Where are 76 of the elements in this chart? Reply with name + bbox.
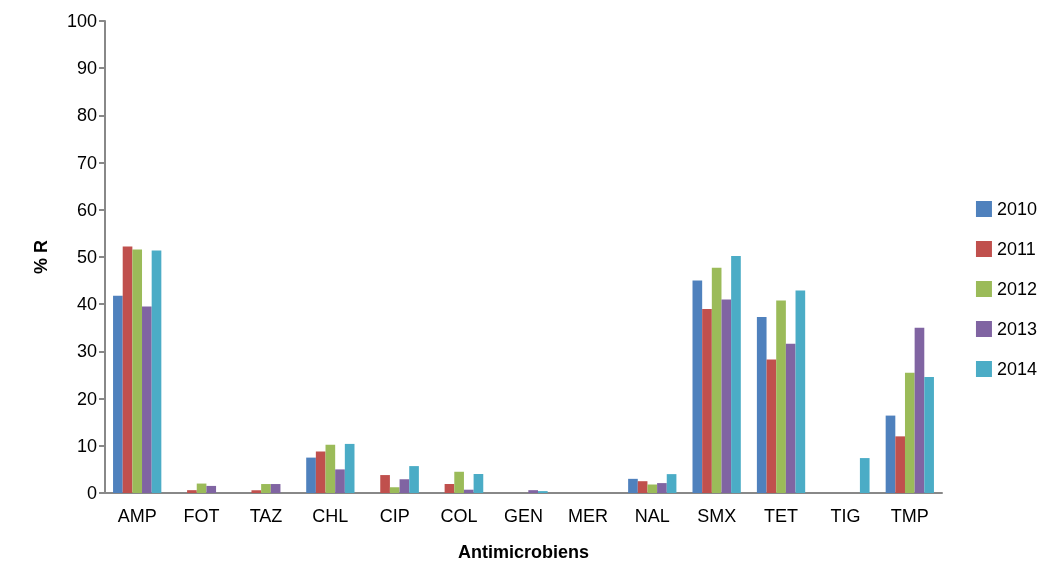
bar xyxy=(904,372,915,493)
bar xyxy=(325,444,336,493)
bar xyxy=(122,246,133,493)
bar xyxy=(344,443,355,493)
bar xyxy=(380,475,390,493)
bar xyxy=(637,481,648,493)
bar xyxy=(315,451,326,493)
x-tick-label: CHL xyxy=(312,506,349,526)
x-tick-label: TIG xyxy=(830,506,861,526)
bar xyxy=(528,490,538,493)
bar xyxy=(454,471,464,493)
bar xyxy=(657,483,667,493)
legend-label: 2013 xyxy=(996,319,1037,339)
bar xyxy=(731,256,741,493)
bar xyxy=(666,474,677,493)
x-tick-label: SMX xyxy=(697,506,737,526)
x-axis-title: Antimicrobiens xyxy=(457,542,590,562)
bar xyxy=(647,484,658,493)
bar xyxy=(335,469,345,493)
bar xyxy=(692,280,703,493)
y-tick-label: 50 xyxy=(76,247,97,267)
bar xyxy=(270,484,281,493)
y-tick-label: 90 xyxy=(76,58,97,79)
bar xyxy=(721,299,732,493)
bar xyxy=(885,415,896,493)
bar xyxy=(261,484,271,493)
x-tick-label: NAL xyxy=(634,506,670,526)
x-tick-label: COL xyxy=(440,506,478,526)
bar xyxy=(409,466,419,493)
x-tick-label: MER xyxy=(567,506,608,526)
bar xyxy=(914,327,925,493)
x-tick-label: CIP xyxy=(379,506,410,526)
bar xyxy=(113,295,123,493)
bar xyxy=(628,478,638,493)
bar xyxy=(785,343,796,493)
x-tick-label: FOT xyxy=(183,506,220,526)
bar xyxy=(756,316,767,493)
bar xyxy=(389,487,400,493)
y-tick-label: 70 xyxy=(76,152,97,173)
y-tick-label: 100 xyxy=(66,11,97,31)
bar xyxy=(463,489,474,493)
y-axis-title: % R xyxy=(31,239,51,275)
y-tick-label: 40 xyxy=(76,294,97,315)
legend-label: 2010 xyxy=(996,199,1037,219)
bar xyxy=(859,458,870,493)
bar xyxy=(702,308,712,493)
bar xyxy=(142,306,152,493)
bar xyxy=(444,484,455,493)
x-tick-label: TAZ xyxy=(249,506,283,526)
legend-label: 2012 xyxy=(996,279,1037,299)
bar xyxy=(132,249,143,493)
x-tick-label: GEN xyxy=(503,506,544,526)
y-tick-label: 20 xyxy=(76,388,97,409)
x-tick-label: TET xyxy=(764,506,799,526)
y-tick-label: 0 xyxy=(86,483,97,503)
bar xyxy=(151,250,162,493)
bar xyxy=(795,290,806,493)
bar xyxy=(251,490,262,493)
x-tick-label: TMP xyxy=(890,506,929,526)
bar xyxy=(711,267,722,493)
bar xyxy=(766,359,777,493)
y-tick-label: 10 xyxy=(76,435,97,456)
bar xyxy=(306,457,316,493)
bar xyxy=(473,474,484,493)
bar xyxy=(776,300,786,493)
y-tick-label: 30 xyxy=(76,341,97,362)
x-tick-label: AMP xyxy=(117,506,157,526)
bar xyxy=(924,376,934,493)
y-tick-label: 60 xyxy=(76,199,97,220)
legend-label: 2011 xyxy=(996,239,1036,259)
bar xyxy=(206,485,217,493)
bar xyxy=(187,490,197,493)
y-tick-label: 80 xyxy=(76,105,97,126)
legend-label: 2014 xyxy=(996,359,1037,379)
bar xyxy=(895,436,905,493)
bar xyxy=(399,479,410,493)
